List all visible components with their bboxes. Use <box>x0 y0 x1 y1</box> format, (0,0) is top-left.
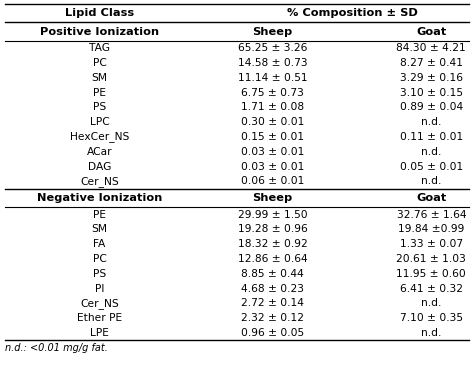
Text: 0.30 ± 0.01: 0.30 ± 0.01 <box>241 117 304 127</box>
Text: Sheep: Sheep <box>253 193 292 203</box>
Text: 6.75 ± 0.73: 6.75 ± 0.73 <box>241 88 304 97</box>
Text: PI: PI <box>95 284 104 293</box>
Text: Negative Ionization: Negative Ionization <box>37 193 162 203</box>
Text: PC: PC <box>92 254 107 264</box>
Text: Lipid Class: Lipid Class <box>65 8 134 18</box>
Text: 1.71 ± 0.08: 1.71 ± 0.08 <box>241 103 304 112</box>
Text: 2.72 ± 0.14: 2.72 ± 0.14 <box>241 299 304 308</box>
Text: PE: PE <box>93 210 106 220</box>
Text: 0.03 ± 0.01: 0.03 ± 0.01 <box>241 147 304 157</box>
Text: 65.25 ± 3.26: 65.25 ± 3.26 <box>238 43 307 53</box>
Text: n.d.: n.d. <box>421 176 441 186</box>
Text: Goat: Goat <box>416 193 447 203</box>
Text: PS: PS <box>93 269 106 279</box>
Text: 19.28 ± 0.96: 19.28 ± 0.96 <box>237 224 308 234</box>
Text: TAG: TAG <box>89 43 110 53</box>
Text: n.d.: n.d. <box>421 328 441 338</box>
Text: 0.89 ± 0.04: 0.89 ± 0.04 <box>400 103 463 112</box>
Text: PC: PC <box>92 58 107 68</box>
Text: 11.14 ± 0.51: 11.14 ± 0.51 <box>238 73 307 83</box>
Text: SM: SM <box>91 224 108 234</box>
Text: 7.10 ± 0.35: 7.10 ± 0.35 <box>400 313 463 323</box>
Text: 1.33 ± 0.07: 1.33 ± 0.07 <box>400 239 463 249</box>
Text: n.d.: n.d. <box>421 117 441 127</box>
Text: PS: PS <box>93 103 106 112</box>
Text: 8.27 ± 0.41: 8.27 ± 0.41 <box>400 58 463 68</box>
Text: 8.85 ± 0.44: 8.85 ± 0.44 <box>241 269 304 279</box>
Text: FA: FA <box>93 239 106 249</box>
Text: HexCer_NS: HexCer_NS <box>70 131 129 142</box>
Text: 0.11 ± 0.01: 0.11 ± 0.01 <box>400 132 463 142</box>
Text: DAG: DAG <box>88 162 111 172</box>
Text: n.d.: n.d. <box>421 147 441 157</box>
Text: PE: PE <box>93 88 106 97</box>
Text: LPC: LPC <box>90 117 109 127</box>
Text: Cer_NS: Cer_NS <box>80 298 119 309</box>
Text: Positive Ionization: Positive Ionization <box>40 27 159 36</box>
Text: 2.32 ± 0.12: 2.32 ± 0.12 <box>241 313 304 323</box>
Text: n.d.: n.d. <box>421 299 441 308</box>
Text: 0.15 ± 0.01: 0.15 ± 0.01 <box>241 132 304 142</box>
Text: 4.68 ± 0.23: 4.68 ± 0.23 <box>241 284 304 293</box>
Text: 0.03 ± 0.01: 0.03 ± 0.01 <box>241 162 304 172</box>
Text: 12.86 ± 0.64: 12.86 ± 0.64 <box>237 254 308 264</box>
Text: 3.29 ± 0.16: 3.29 ± 0.16 <box>400 73 463 83</box>
Text: 20.61 ± 1.03: 20.61 ± 1.03 <box>396 254 466 264</box>
Text: Cer_NS: Cer_NS <box>80 176 119 187</box>
Text: 11.95 ± 0.60: 11.95 ± 0.60 <box>396 269 466 279</box>
Text: 3.10 ± 0.15: 3.10 ± 0.15 <box>400 88 463 97</box>
Text: SM: SM <box>91 73 108 83</box>
Text: 0.06 ± 0.01: 0.06 ± 0.01 <box>241 176 304 186</box>
Text: 19.84 ±0.99: 19.84 ±0.99 <box>398 224 465 234</box>
Text: 14.58 ± 0.73: 14.58 ± 0.73 <box>238 58 307 68</box>
Text: % Composition ± SD: % Composition ± SD <box>286 8 418 18</box>
Text: Ether PE: Ether PE <box>77 313 122 323</box>
Text: 18.32 ± 0.92: 18.32 ± 0.92 <box>237 239 308 249</box>
Text: Sheep: Sheep <box>253 27 292 36</box>
Text: 84.30 ± 4.21: 84.30 ± 4.21 <box>396 43 466 53</box>
Text: 29.99 ± 1.50: 29.99 ± 1.50 <box>238 210 307 220</box>
Text: 0.05 ± 0.01: 0.05 ± 0.01 <box>400 162 463 172</box>
Text: 6.41 ± 0.32: 6.41 ± 0.32 <box>400 284 463 293</box>
Text: n.d.: <0.01 mg/g fat.: n.d.: <0.01 mg/g fat. <box>5 343 108 353</box>
Text: 32.76 ± 1.64: 32.76 ± 1.64 <box>397 210 466 220</box>
Text: ACar: ACar <box>87 147 112 157</box>
Text: LPE: LPE <box>90 328 109 338</box>
Text: Goat: Goat <box>416 27 447 36</box>
Text: 0.96 ± 0.05: 0.96 ± 0.05 <box>241 328 304 338</box>
